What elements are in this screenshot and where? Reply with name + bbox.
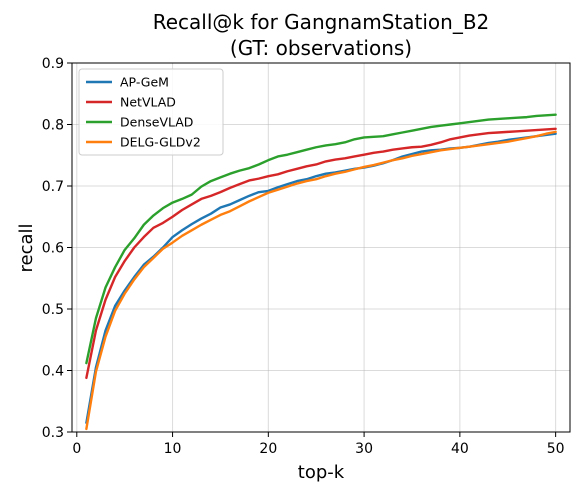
chart-title-line1: Recall@k for GangnamStation_B2 — [153, 10, 490, 34]
x-tick-label: 50 — [547, 441, 565, 457]
y-tick-label: 0.4 — [42, 364, 64, 380]
x-tick-label: 10 — [164, 441, 182, 457]
y-tick-label: 0.3 — [42, 425, 64, 441]
legend-label: AP-GeM — [120, 75, 169, 90]
legend-label: DenseVLAD — [120, 115, 193, 130]
series-line-densevlad — [85, 113, 557, 365]
y-tick-label: 0.9 — [42, 56, 64, 72]
y-tick-label: 0.8 — [42, 118, 64, 134]
x-tick-label: 30 — [355, 441, 373, 457]
series-line-netvlad — [85, 127, 557, 380]
y-axis-label: recall — [16, 223, 37, 272]
y-tick-label: 0.7 — [42, 179, 64, 195]
y-tick-label: 0.6 — [42, 241, 64, 257]
y-tick-label: 0.5 — [42, 302, 64, 318]
x-axis-label: top-k — [298, 462, 345, 483]
legend-box — [78, 68, 224, 156]
x-tick-label: 0 — [72, 441, 81, 457]
chart-title-line2: (GT: observations) — [230, 36, 412, 60]
x-tick-label: 20 — [259, 441, 277, 457]
plot-area — [85, 113, 557, 431]
series-line-delg-gldv2 — [85, 130, 557, 431]
legend-label: NetVLAD — [120, 95, 176, 110]
x-tick-label: 40 — [451, 441, 469, 457]
legend-label: DELG-GLDv2 — [120, 135, 201, 150]
axis-ticks: 0 10 20 30 40 50 0.3 0.4 0.5 0.6 0.7 0.8 0.9 — [42, 56, 565, 457]
legend: AP-GeM NetVLAD DenseVLAD DELG-GLDv2 — [78, 68, 224, 156]
